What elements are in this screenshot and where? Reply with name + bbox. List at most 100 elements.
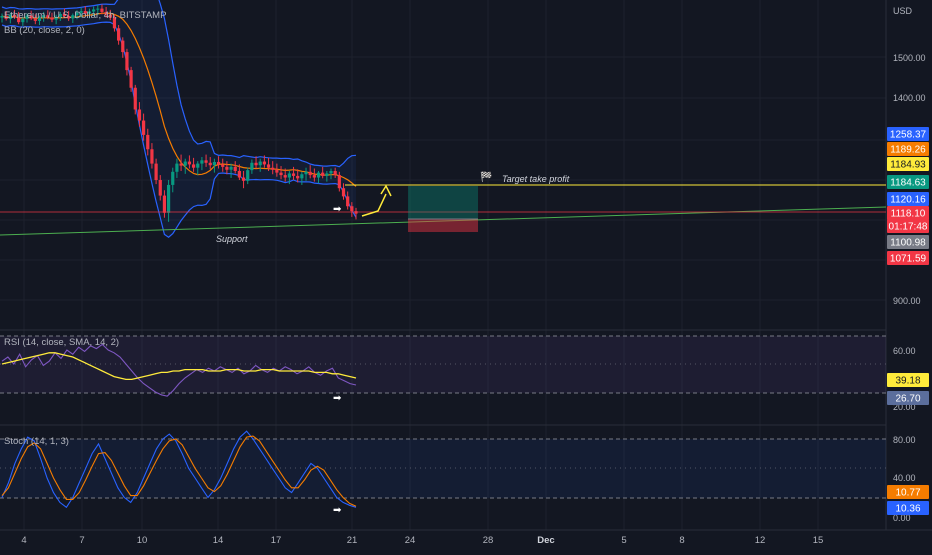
time-tick: Dec (537, 535, 554, 546)
target-label: Target take profit (502, 174, 570, 184)
candle-body (83, 11, 87, 14)
candle-body (12, 14, 17, 18)
time-tick: 4 (21, 535, 26, 546)
candle-body (237, 170, 241, 178)
bb-legend[interactable]: BB (20, close, 2, 0) (4, 25, 85, 36)
candle-body (121, 40, 125, 53)
candle-body (58, 13, 62, 17)
stoch-tick-80: 80.00 (893, 435, 916, 445)
price-tag-bg (887, 219, 929, 233)
bb-lower-line[interactable] (1, 21, 357, 238)
candle-body (21, 18, 25, 23)
time-tick: 7 (79, 535, 84, 546)
price-tag-label: 1189.26 (890, 145, 926, 156)
candle-body (196, 163, 200, 168)
price-tag-label: 01:17:48 (889, 222, 928, 233)
projection-arrow[interactable] (361, 193, 387, 217)
stoch-tick-40: 40.00 (893, 473, 916, 483)
rsi-tag-label: 26.70 (895, 394, 920, 405)
currency-label[interactable]: USD (893, 6, 913, 16)
bb-basis-line[interactable] (1, 12, 357, 187)
candle-body (229, 166, 233, 170)
time-tick: 8 (679, 535, 684, 546)
candle-body (33, 18, 37, 21)
price-tag-bg (887, 206, 929, 220)
candle-body (179, 163, 183, 166)
rsi-tag-label: 39.18 (895, 376, 920, 387)
stoch-tags: 10.77 10.36 (887, 485, 929, 515)
candle-body (258, 161, 262, 166)
stoch-d-line[interactable] (1, 435, 357, 507)
candle-body (200, 160, 204, 164)
symbol-title[interactable]: Ethereum / U.S. Dollar, 4h, BITSTAMP (4, 10, 166, 21)
candle-body (241, 177, 246, 181)
rsi-legend[interactable]: RSI (14, close, SMA, 14, 2) (4, 337, 119, 348)
time-tick: 21 (347, 535, 358, 546)
projection-arrow-head-icon (380, 184, 392, 197)
time-tick: 15 (813, 535, 824, 546)
candle-body (71, 15, 75, 19)
price-tag-label: 1071.59 (890, 254, 927, 265)
candle-body (329, 170, 333, 174)
candle-body (104, 11, 108, 15)
price-tag-label: 1100.98 (890, 238, 926, 249)
time-tick: 14 (213, 535, 224, 546)
candle-body (283, 175, 287, 178)
candle-body (212, 161, 216, 166)
time-tick: 28 (483, 535, 494, 546)
stoch-tag-bg (887, 485, 929, 499)
rsi-line[interactable] (1, 343, 357, 397)
candle-body (291, 173, 296, 176)
candle-body (187, 161, 192, 165)
stoch-tag-label: 10.77 (895, 488, 920, 499)
candle-body (246, 170, 250, 181)
candle-body (96, 8, 100, 10)
candle-body (129, 70, 133, 88)
candle-body (17, 17, 21, 23)
bollinger-bands (1, 0, 357, 238)
rsi-tags: 39.18 26.70 (887, 373, 929, 405)
candle-body (250, 162, 254, 171)
price-tag-bg (887, 142, 929, 156)
bb-upper-line[interactable] (1, 0, 357, 168)
candle-body (62, 13, 67, 16)
candle-body (296, 175, 300, 179)
stoch-legend[interactable]: Stoch (14, 1, 3) (4, 436, 69, 447)
stoch-tick-0: 0.00 (893, 513, 911, 523)
grid-lines (0, 0, 886, 530)
time-tick: 10 (137, 535, 148, 546)
rsi-band (0, 336, 886, 393)
candle-body (337, 175, 341, 189)
price-tag-bg (887, 251, 929, 265)
candle-body (46, 15, 50, 18)
candle-body (67, 16, 71, 19)
candle-body (25, 15, 29, 19)
candle-body (312, 175, 316, 178)
price-tag-bg (887, 175, 929, 189)
candle-body (142, 120, 146, 135)
long-position-profit-zone[interactable] (408, 186, 478, 219)
time-axis[interactable]: 4 7 10 14 17 21 24 28 Dec 5 8 12 15 (21, 535, 823, 546)
stoch-k-line[interactable] (1, 430, 357, 509)
price-tag-bg (887, 127, 929, 141)
candle-body (100, 8, 104, 12)
candle-body (316, 172, 321, 178)
rsi-ma-line[interactable] (1, 352, 357, 381)
stoch-tag-bg (887, 501, 929, 515)
candle-body (117, 28, 121, 41)
stoch-band (0, 439, 886, 498)
candle-body (271, 167, 275, 170)
candle-body (171, 171, 175, 185)
candle-body (29, 15, 33, 19)
rsi-arrow-marker-icon: ➡ (333, 393, 342, 404)
long-position-loss-zone[interactable] (408, 219, 478, 232)
candle-body (42, 15, 46, 18)
time-tick: 5 (621, 535, 626, 546)
candle-body (150, 149, 154, 164)
candle-body (125, 52, 129, 71)
candle-body (346, 196, 350, 207)
candle-body (50, 17, 54, 20)
candle-body (92, 9, 96, 12)
rsi-lines (1, 343, 357, 397)
